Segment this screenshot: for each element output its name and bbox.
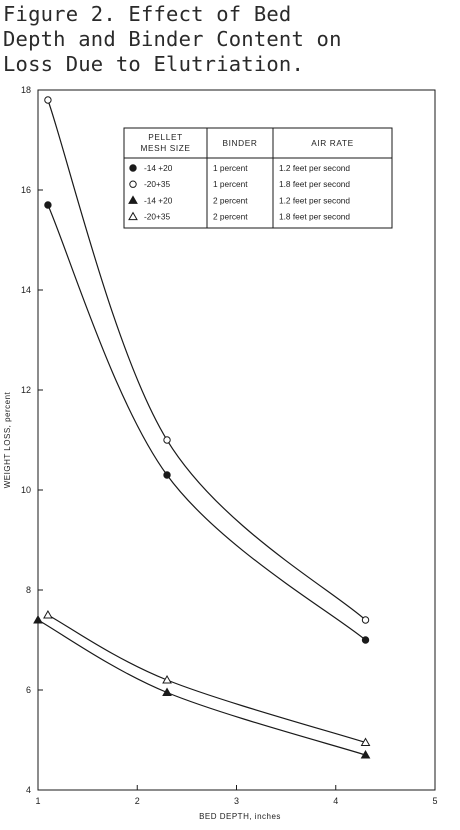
legend-mesh: -14 +20 — [144, 195, 173, 205]
legend-binder: 2 percent — [213, 195, 248, 205]
series-line-3 — [37, 619, 366, 756]
series-line-4 — [47, 614, 366, 744]
data-point-filled-triangle — [360, 749, 371, 759]
legend-binder: 1 percent — [213, 163, 248, 173]
legend-header-air-rate: AIR RATE — [311, 138, 353, 148]
figure-title: Figure 2. Effect of Bed Depth and Binder… — [3, 2, 459, 77]
legend-marker-filled-triangle — [128, 195, 138, 204]
legend-mesh: -20+35 — [144, 179, 170, 189]
x-tick-label: 4 — [333, 796, 338, 806]
y-tick-label: 18 — [21, 85, 31, 95]
y-tick-label: 8 — [26, 585, 31, 595]
legend-header-mesh: MESH SIZE — [140, 143, 190, 153]
data-point-open-circle — [44, 96, 52, 104]
legend-header-binder: BINDER — [223, 138, 258, 148]
data-point-filled-triangle — [33, 614, 43, 624]
legend-mesh: -20+35 — [144, 212, 170, 222]
data-point-filled-circle — [163, 471, 171, 479]
x-tick-label: 1 — [35, 796, 40, 806]
x-tick-label: 5 — [432, 796, 437, 806]
title-line-2: Depth and Binder Content on — [3, 27, 342, 51]
legend-air-rate: 1.8 feet per second — [279, 179, 350, 189]
y-tick-label: 10 — [21, 485, 31, 495]
legend-header-mesh: PELLET — [148, 132, 183, 142]
x-tick-label: 2 — [135, 796, 140, 806]
legend-binder: 2 percent — [213, 212, 248, 222]
data-point-open-circle — [361, 616, 370, 624]
title-line-1: Figure 2. Effect of Bed — [3, 2, 292, 26]
y-axis-label: WEIGHT LOSS, percent — [3, 391, 12, 488]
legend-air-rate: 1.8 feet per second — [279, 212, 350, 222]
legend-marker-open-triangle — [128, 211, 138, 221]
legend-marker-filled-circle — [129, 164, 137, 172]
data-point-filled-circle — [361, 636, 370, 644]
title-line-3: Loss Due to Elutriation. — [3, 52, 305, 76]
legend-mesh: -14 +20 — [144, 163, 173, 173]
x-axis-label: BED DEPTH, inches — [199, 812, 281, 821]
y-tick-label: 12 — [21, 385, 31, 395]
data-point-filled-circle — [44, 201, 52, 209]
data-point-open-triangle — [162, 674, 172, 684]
y-tick-label: 4 — [26, 785, 31, 795]
data-point-open-triangle — [43, 609, 53, 619]
x-tick-label: 3 — [234, 796, 239, 806]
series-line-1 — [47, 204, 366, 641]
legend-air-rate: 1.2 feet per second — [279, 195, 350, 205]
y-tick-label: 6 — [26, 685, 31, 695]
y-tick-label: 14 — [21, 285, 31, 295]
series-line-2 — [47, 99, 366, 621]
data-points — [33, 96, 371, 759]
data-point-open-triangle — [360, 737, 371, 746]
legend-marker-open-circle — [129, 180, 137, 188]
data-point-filled-triangle — [162, 687, 172, 696]
y-tick-label: 16 — [21, 185, 31, 195]
legend-frame — [123, 127, 393, 229]
legend-binder: 1 percent — [213, 179, 248, 189]
data-point-open-circle — [163, 436, 171, 444]
legend-air-rate: 1.2 feet per second — [279, 163, 350, 173]
